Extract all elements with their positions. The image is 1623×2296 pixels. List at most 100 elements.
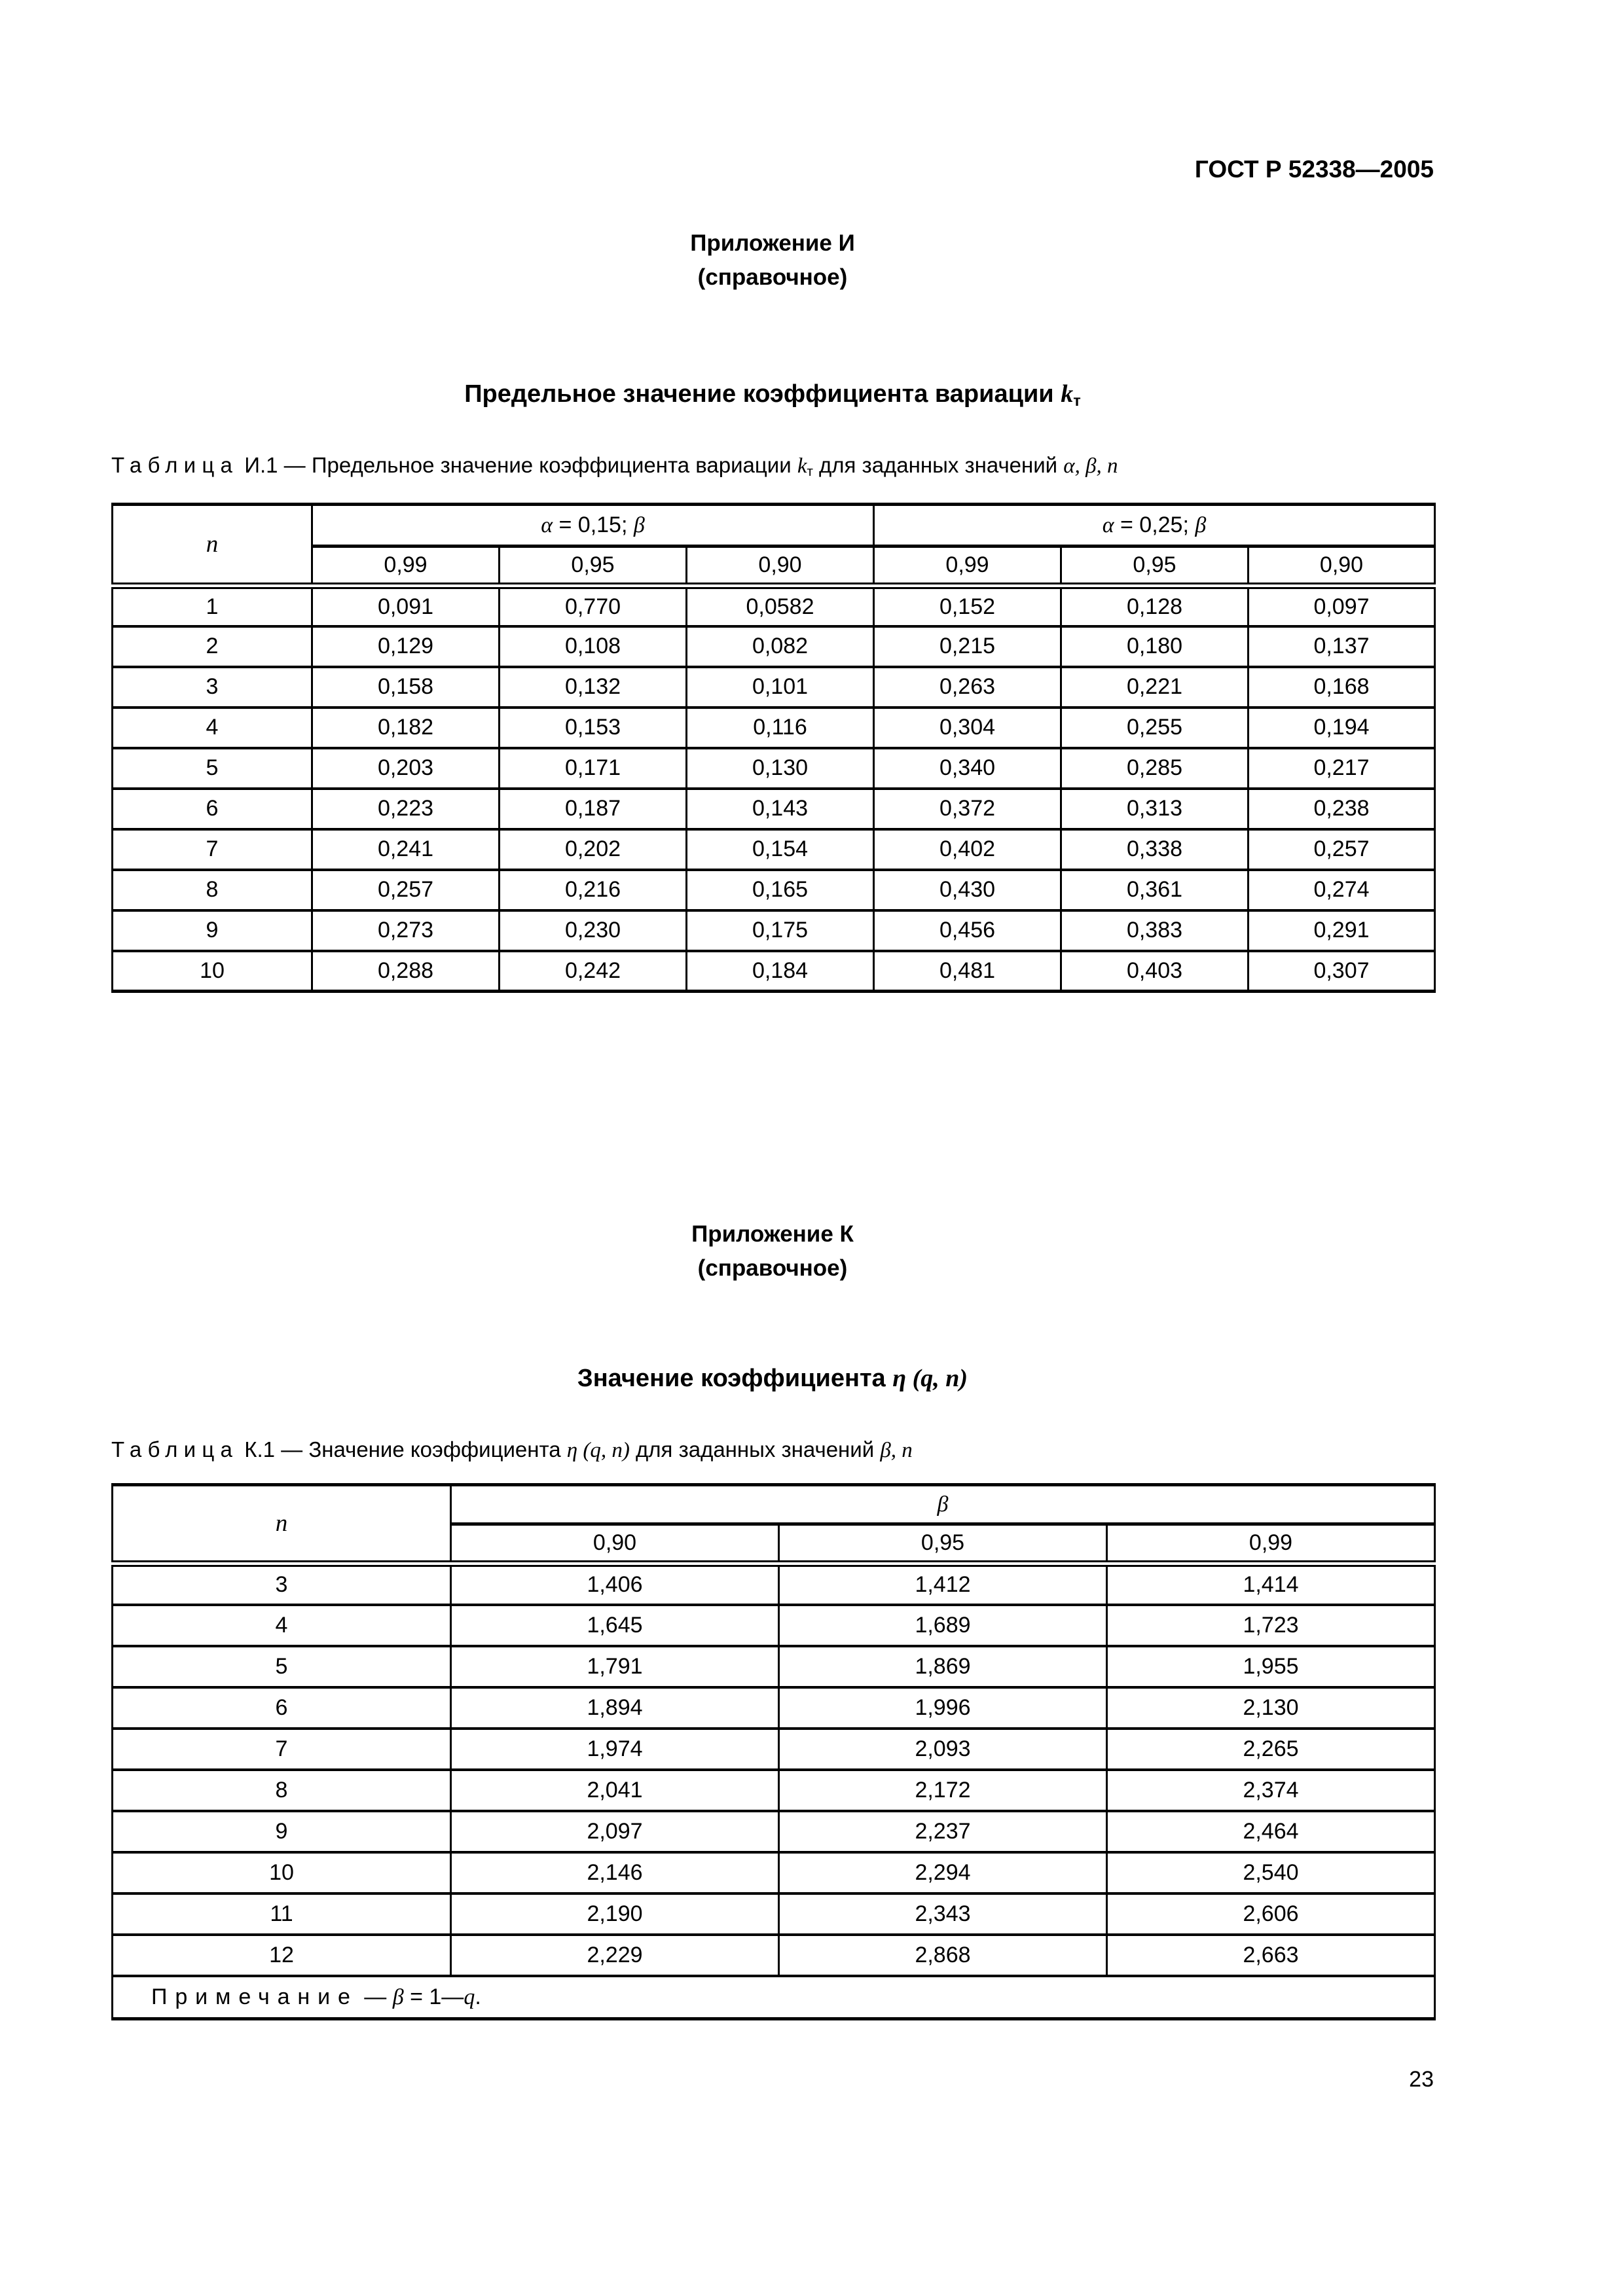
n-cell: 6 [111, 787, 312, 829]
table-row: 6 0,223 0,187 0,143 0,372 0,313 0,238 [111, 787, 1435, 829]
value-cell: 1,414 [1105, 1563, 1435, 1605]
value-cell: 2,540 [1105, 1850, 1435, 1893]
value-cell: 1,412 [778, 1563, 1107, 1605]
value-cell: 0,184 [685, 949, 874, 992]
value-cell: 2,237 [778, 1809, 1107, 1852]
value-cell: 1,996 [778, 1685, 1107, 1729]
value-cell: 0,097 [1247, 585, 1435, 626]
value-cell: 0,0582 [685, 585, 874, 626]
table-row: 6 1,894 1,996 2,130 [111, 1685, 1435, 1729]
value-cell: 0,152 [873, 585, 1061, 626]
n-cell: 8 [111, 868, 312, 910]
subheader-cell: 0,90 [1247, 546, 1435, 589]
value-cell: 0,340 [873, 746, 1061, 789]
note-end: . [475, 1984, 481, 2009]
table-i-header: n α = 0,15; β α = 0,25; β 0,99 0,95 0,90… [111, 504, 1435, 589]
value-cell: 1,955 [1105, 1644, 1435, 1687]
n-cell: 5 [111, 746, 312, 789]
note-eq: = 1— [403, 1984, 464, 2009]
value-cell: 0,217 [1247, 746, 1435, 789]
value-cell: 2,374 [1105, 1768, 1435, 1811]
value-cell: 0,116 [685, 706, 874, 748]
value-cell: 2,172 [778, 1768, 1107, 1811]
table-i-subheader-row: 0,99 0,95 0,90 0,99 0,95 0,90 [113, 546, 1435, 589]
value-cell: 0,137 [1247, 624, 1435, 667]
value-cell: 0,143 [685, 787, 874, 829]
value-cell: 0,255 [1060, 706, 1249, 748]
table-row: 10 0,288 0,242 0,184 0,481 0,403 0,307 [111, 949, 1435, 992]
caption-i-text2: для заданных значений [812, 453, 1064, 477]
note-q-symbol: q [464, 1984, 475, 2009]
value-cell: 0,338 [1060, 827, 1249, 870]
subheader-cell: 0,95 [778, 1524, 1107, 1567]
value-cell: 0,132 [498, 665, 687, 708]
subheader-cell: 0,90 [450, 1524, 779, 1567]
appendix-k-heading: Приложение К [691, 1221, 854, 1247]
alpha-symbol: α [1102, 513, 1114, 537]
value-cell: 2,146 [450, 1850, 779, 1893]
value-cell: 0,313 [1060, 787, 1249, 829]
caption-k-symbol: η [566, 1439, 578, 1462]
table-k-footer: Примечание — β = 1—q. [111, 1974, 1435, 2019]
value-cell: 1,869 [778, 1644, 1107, 1687]
table-row: 8 2,041 2,172 2,374 [111, 1768, 1435, 1811]
page-number: 23 [1409, 2067, 1434, 2092]
table-k-caption: Таблица К.1 — Значение коэффициента η (q… [111, 1437, 1434, 1463]
value-cell: 0,130 [685, 746, 874, 789]
value-cell: 0,153 [498, 706, 687, 748]
value-cell: 2,464 [1105, 1809, 1435, 1852]
caption-i-params: α, β, n [1063, 454, 1118, 478]
note-beta-symbol: β [392, 1984, 404, 2009]
caption-k-text1: — Значение коэффициента [275, 1437, 567, 1462]
caption-k-params: β, n [880, 1439, 913, 1462]
subheader-cell: 0,99 [1105, 1524, 1435, 1567]
title-k-text: Значение коэффициента [577, 1365, 893, 1392]
value-cell: 0,128 [1060, 585, 1249, 626]
value-cell: 1,723 [1105, 1603, 1435, 1646]
table-row: 12 2,229 2,868 2,663 [111, 1933, 1435, 1976]
value-cell: 0,257 [1247, 827, 1435, 870]
value-cell: 1,974 [450, 1727, 779, 1770]
n-cell: 9 [111, 1809, 451, 1852]
n-cell: 5 [111, 1644, 451, 1687]
table-k-note: Примечание — β = 1—q. [111, 1974, 1435, 2019]
caption-k-text2: для заданных значений [629, 1437, 881, 1462]
value-cell: 2,265 [1105, 1727, 1435, 1770]
title-i-symbol-sub: т [1073, 391, 1081, 409]
value-cell: 0,383 [1060, 908, 1249, 951]
value-cell: 0,307 [1247, 949, 1435, 992]
value-cell: 0,180 [1060, 624, 1249, 667]
table-k-note-row: Примечание — β = 1—q. [111, 1974, 1435, 2019]
caption-i-label: Таблица [111, 453, 239, 477]
group-value: = 0,25; [1114, 512, 1195, 537]
caption-k-args: (q, n) [577, 1439, 630, 1462]
value-cell: 0,203 [311, 746, 500, 789]
value-cell: 1,791 [450, 1644, 779, 1687]
title-i-symbol: k [1061, 380, 1074, 408]
value-cell: 0,273 [311, 908, 500, 951]
group-value: = 0,15; [553, 512, 634, 537]
title-i-text: Предельное значение коэффициента вариаци… [464, 380, 1061, 408]
table-k-subheader-row: 0,90 0,95 0,99 [113, 1524, 1435, 1567]
value-cell: 2,041 [450, 1768, 779, 1811]
table-i-group-alpha015: α = 0,15; β [311, 504, 874, 548]
value-cell: 0,154 [685, 827, 874, 870]
table-k-container: n β 0,90 0,95 0,99 3 1,406 1,412 1,414 4 1,64… [111, 1483, 1436, 2020]
caption-i-text1: — Предельное значение коэффициента вариа… [278, 453, 797, 477]
caption-k-label: Таблица [111, 1437, 239, 1462]
value-cell: 2,190 [450, 1892, 779, 1935]
value-cell: 2,663 [1105, 1933, 1435, 1976]
caption-i-number: И.1 [244, 453, 278, 477]
value-cell: 0,263 [873, 665, 1061, 708]
value-cell: 0,182 [311, 706, 500, 748]
note-label: Примечание [151, 1984, 358, 2009]
value-cell: 0,216 [498, 868, 687, 910]
n-cell: 10 [111, 1850, 451, 1893]
subheader-cell: 0,99 [311, 546, 500, 589]
value-cell: 1,894 [450, 1685, 779, 1729]
value-cell: 0,202 [498, 827, 687, 870]
value-cell: 0,291 [1247, 908, 1435, 951]
value-cell: 2,093 [778, 1727, 1107, 1770]
value-cell: 0,372 [873, 787, 1061, 829]
table-row: 10 2,146 2,294 2,540 [111, 1850, 1435, 1893]
